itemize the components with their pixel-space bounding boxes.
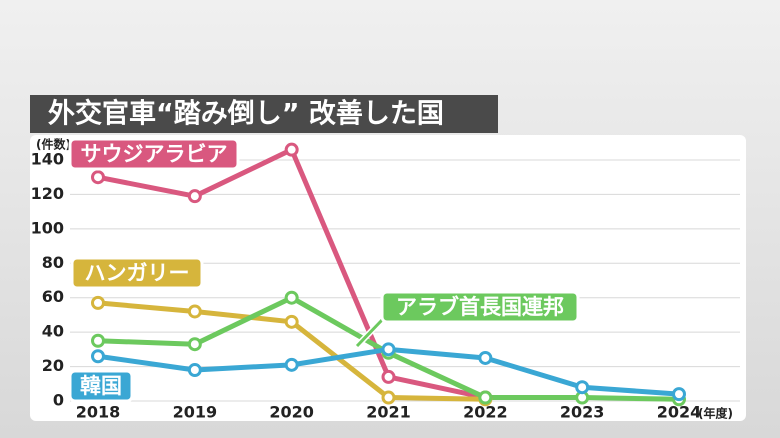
data-point	[478, 390, 493, 405]
x-unit: (年度)	[698, 406, 733, 421]
data-point	[91, 333, 105, 348]
x-tick-label: 2024	[657, 403, 702, 422]
legend-box	[68, 369, 134, 403]
legend-box	[70, 256, 204, 290]
data-point	[91, 349, 105, 364]
data-point	[284, 314, 299, 329]
data-point	[187, 337, 202, 352]
legend-label: アラブ首長国連邦	[396, 295, 564, 319]
y-tick-label: 120	[31, 184, 64, 203]
y-tick-label: 20	[42, 356, 64, 375]
y-unit: (件数)	[36, 137, 71, 152]
data-point	[284, 290, 299, 305]
data-point	[381, 342, 396, 357]
legend-box	[380, 290, 580, 324]
data-point	[672, 387, 686, 402]
data-point	[187, 189, 202, 204]
data-point	[381, 369, 396, 384]
x-tick-label: 2022	[463, 403, 508, 422]
chart-title: 外交官車“踏み倒し” 改善した国	[48, 98, 444, 130]
y-tick-label: 80	[42, 253, 64, 272]
data-point	[575, 380, 590, 395]
y-tick-label: 100	[31, 218, 64, 237]
x-tick-label: 2018	[76, 403, 121, 422]
callout-leader	[355, 318, 384, 348]
y-tick-label: 40	[42, 322, 64, 341]
data-point	[187, 363, 202, 378]
data-point	[91, 170, 105, 185]
x-tick-label: 2021	[366, 403, 411, 422]
y-tick-label: 60	[42, 287, 64, 306]
x-tick-label: 2019	[173, 403, 218, 422]
data-point	[284, 357, 299, 372]
data-point	[478, 350, 493, 365]
y-tick-label: 140	[31, 150, 64, 169]
x-tick-label: 2023	[560, 403, 605, 422]
x-tick-label: 2020	[269, 403, 314, 422]
legend-label: サウジアラビア	[81, 142, 228, 166]
data-point	[187, 304, 202, 319]
legend-label: 韓国	[80, 374, 122, 398]
plot-panel	[30, 135, 746, 421]
data-point	[284, 142, 299, 157]
data-point	[91, 295, 105, 310]
y-tick-label: 0	[53, 391, 64, 410]
title-box	[30, 95, 498, 133]
legend-label: ハンガリー	[85, 261, 190, 285]
data-point	[381, 390, 396, 405]
legend-box	[68, 137, 240, 171]
